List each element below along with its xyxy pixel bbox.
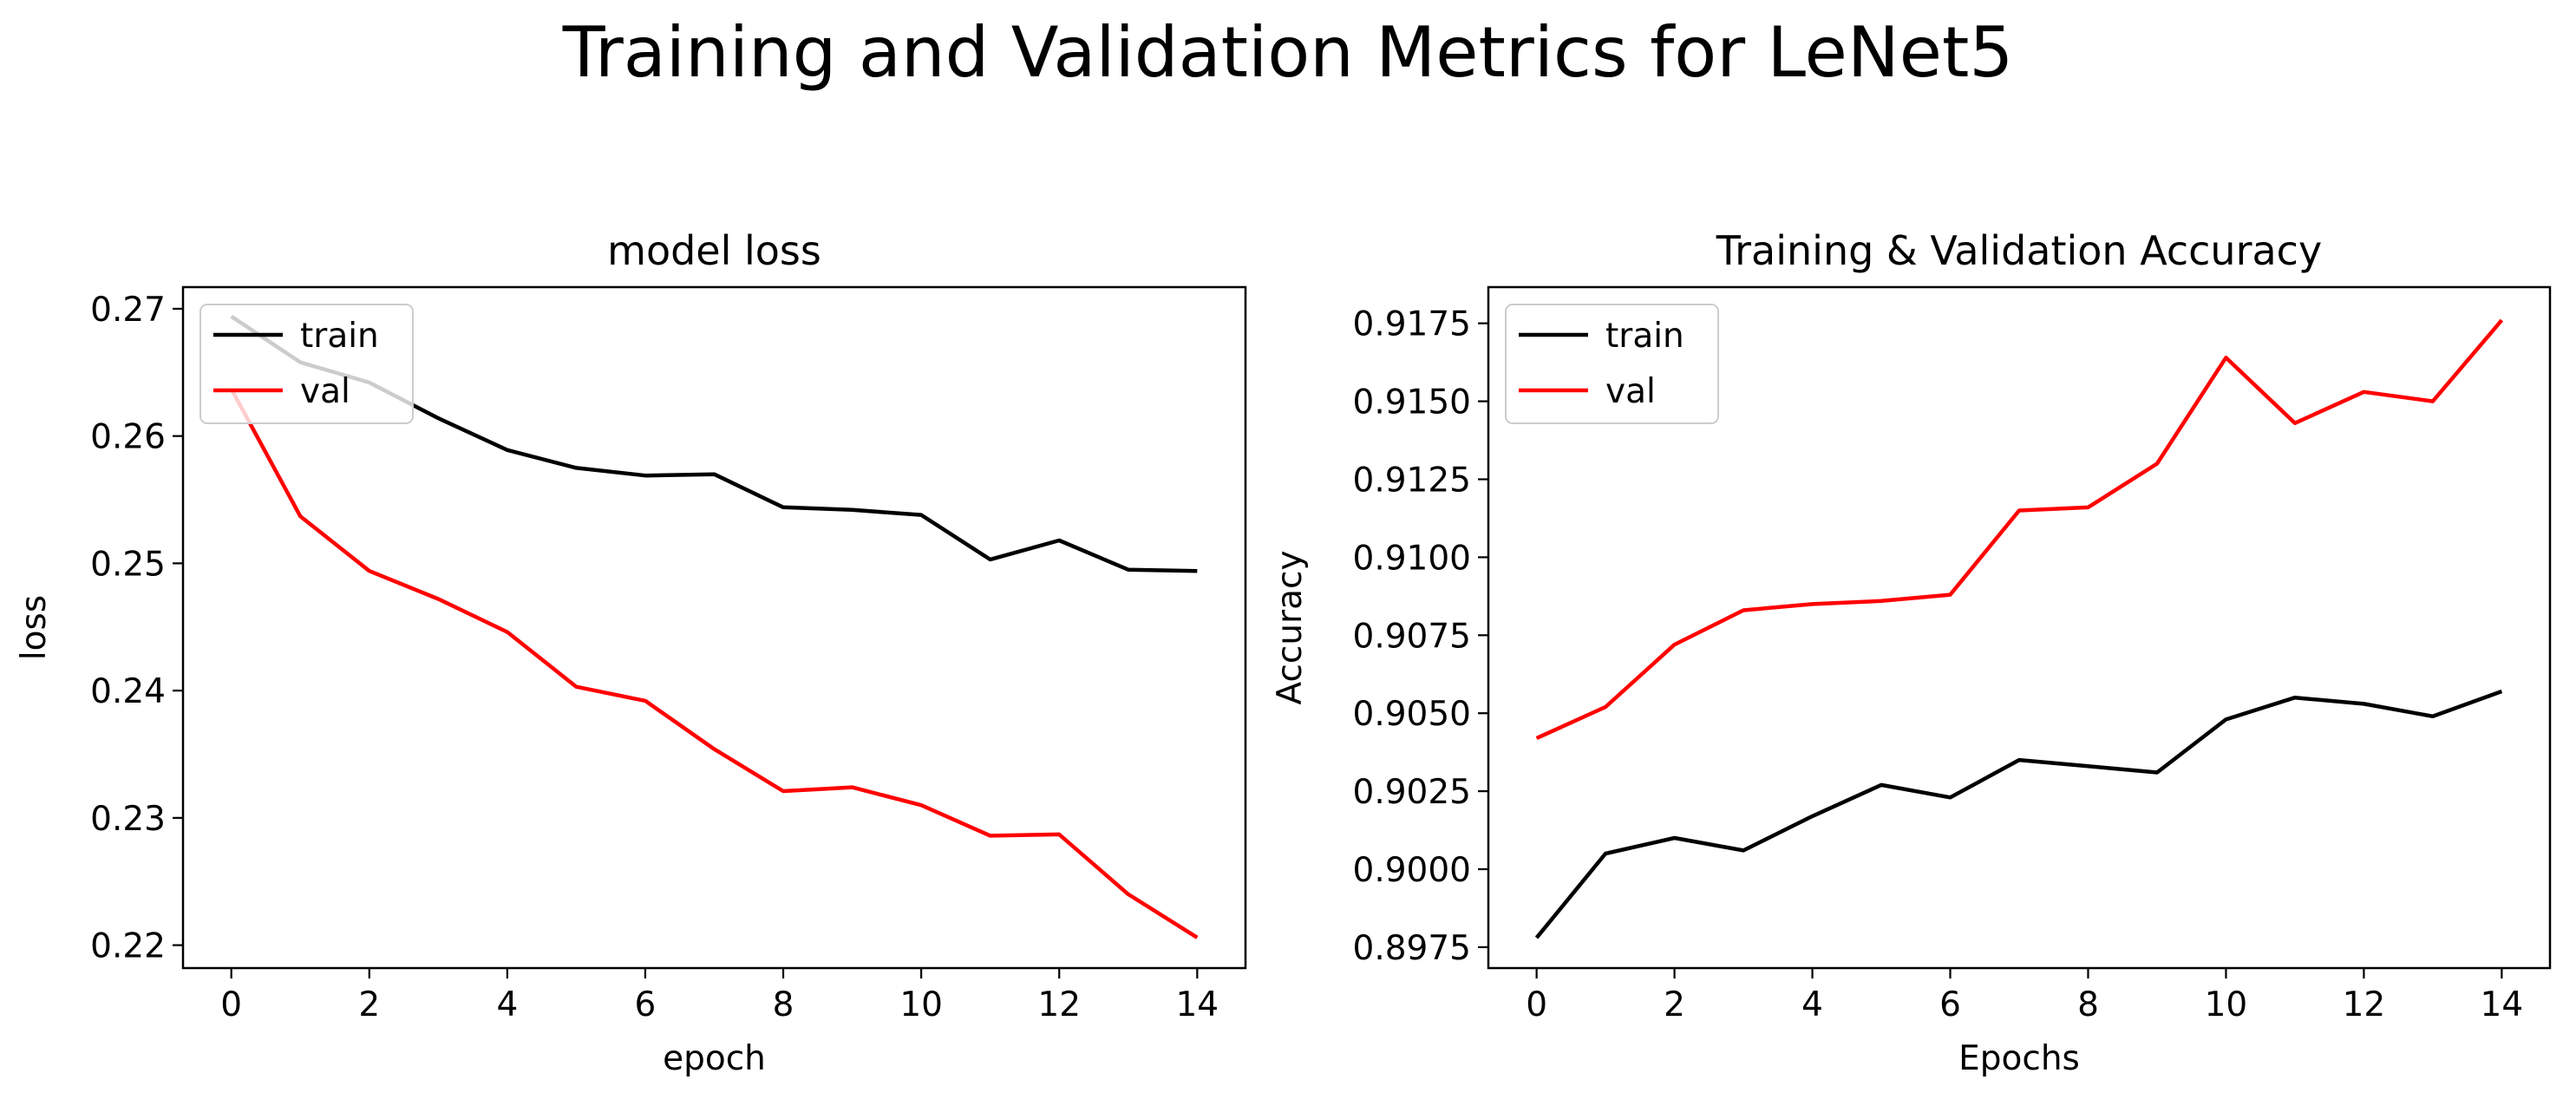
y-tick-label: 0.8975 [1353, 929, 1471, 968]
y-axis-label: loss [15, 595, 54, 660]
x-tick-label: 4 [496, 985, 518, 1024]
y-axis-label: Accuracy [1271, 550, 1310, 704]
x-tick-label: 6 [635, 985, 657, 1024]
y-tick-label: 0.23 [90, 800, 166, 839]
legend: train val [199, 304, 414, 424]
series-line-val [229, 388, 1199, 939]
figure-title: Training and Validation Metrics for LeNe… [562, 12, 2014, 93]
x-tick-label: 0 [220, 985, 242, 1024]
chart-panel-2: 0 2 4 6 8 10 12 14 0.8975 0.9000 0.9025 0.9050 0.907… [1271, 227, 2552, 1078]
legend-label-val: val [300, 372, 350, 411]
y-tick-label: 0.9125 [1353, 461, 1471, 501]
x-tick-label: 10 [899, 985, 943, 1024]
x-axis-label: Epochs [1958, 1039, 2080, 1078]
axes-title: Training & Validation Accuracy [1716, 227, 2322, 274]
x-tick-label: 10 [2205, 985, 2248, 1024]
axes-title: model loss [607, 227, 821, 274]
chart-panel-1: 0 2 4 6 8 10 12 14 0.22 0.23 0.24 0.25 0.26 0.27 epoch… [15, 227, 1247, 1078]
x-tick-label: 2 [1664, 985, 1685, 1024]
y-tick-label: 0.24 [90, 672, 166, 711]
legend: train val [1505, 304, 1719, 424]
x-tick-label: 8 [2077, 985, 2099, 1024]
y-tick-label: 0.25 [90, 545, 166, 584]
y-tick-label: 0.9150 [1353, 383, 1471, 422]
series-line-train [1534, 689, 2503, 939]
legend-label-train: train [300, 317, 379, 356]
series-line-val [1535, 318, 2504, 741]
x-tick-label: 0 [1526, 985, 1547, 1024]
x-tick-label: 6 [1939, 985, 1961, 1024]
y-tick-label: 0.26 [90, 418, 166, 457]
x-tick-label: 12 [2343, 985, 2386, 1024]
y-tick-label: 0.9000 [1353, 851, 1471, 890]
x-axis-label: epoch [663, 1039, 766, 1078]
y-tick-label: 0.22 [90, 927, 166, 966]
x-tick-label: 2 [358, 985, 380, 1024]
x-tick-label: 14 [1175, 985, 1219, 1024]
x-tick-label: 4 [1801, 985, 1823, 1024]
legend-label-val: val [1605, 372, 1656, 411]
legend-label-train: train [1605, 317, 1684, 356]
x-tick-label: 12 [1037, 985, 1081, 1024]
x-tick-label: 14 [2481, 985, 2524, 1024]
axes-frame [1487, 285, 2552, 970]
y-tick-label: 0.9100 [1353, 539, 1471, 578]
y-tick-label: 0.9075 [1353, 617, 1471, 656]
y-tick-label: 0.9050 [1353, 695, 1471, 734]
y-tick-label: 0.9175 [1353, 305, 1471, 344]
y-tick-label: 0.9025 [1353, 773, 1471, 812]
y-tick-label: 0.27 [90, 291, 166, 330]
x-tick-label: 8 [773, 985, 794, 1024]
axes-frame [181, 285, 1247, 970]
